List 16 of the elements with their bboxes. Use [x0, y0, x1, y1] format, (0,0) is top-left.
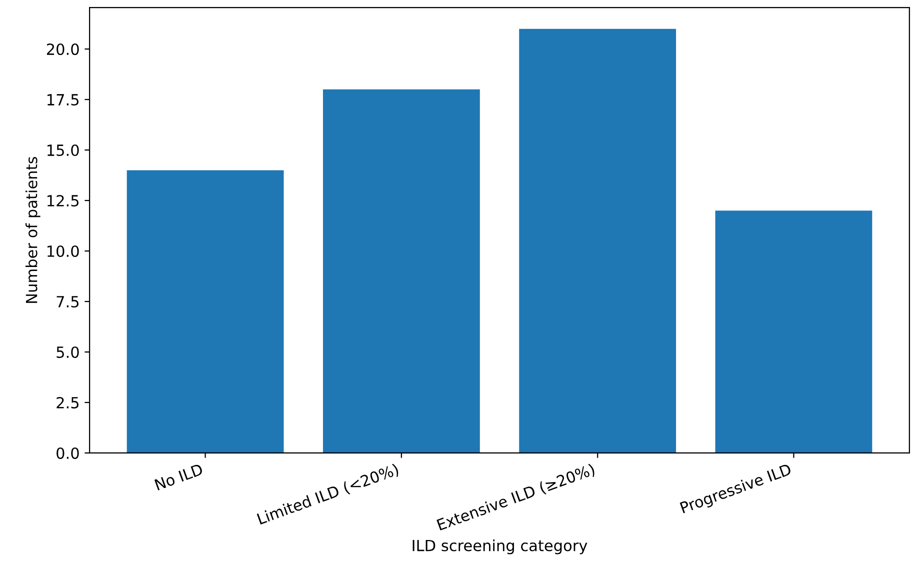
bar: [126, 170, 284, 453]
y-tick-label: 17.5: [48, 94, 79, 106]
bar: [715, 210, 872, 453]
y-tick-label: 12.5: [48, 194, 79, 207]
y-tick-label: 10.0: [48, 245, 79, 258]
x-tick-label: No ILD: [154, 463, 204, 491]
bar: [519, 28, 676, 453]
y-tick-label: 15.0: [48, 144, 79, 156]
y-tick-label: 2.5: [56, 396, 79, 409]
y-tick-label: 0.0: [56, 447, 79, 459]
y-axis-title: Number of patients: [25, 156, 40, 303]
y-tick-label: 7.5: [56, 296, 79, 308]
y-tick-label: 20.0: [46, 43, 79, 56]
y-tick-label: 5.0: [56, 346, 79, 358]
bar: [322, 89, 480, 453]
x-axis-title: ILD screening category: [412, 539, 588, 554]
